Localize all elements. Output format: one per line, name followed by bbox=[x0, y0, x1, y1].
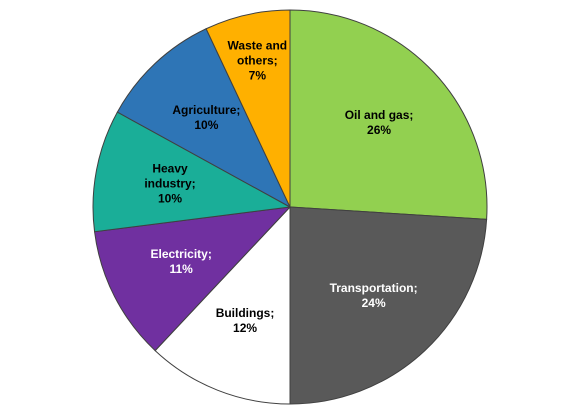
slice-label: Buildings; 12% bbox=[200, 306, 290, 336]
category-label: Heavy industry; bbox=[144, 161, 196, 191]
slice-label: Heavy industry; 10% bbox=[125, 162, 215, 207]
pie-slice bbox=[116, 28, 292, 209]
value-label: 7% bbox=[248, 68, 266, 83]
category-label: Electricity; bbox=[150, 247, 212, 262]
pie-slice bbox=[205, 9, 291, 208]
pie-slice bbox=[92, 111, 292, 233]
slice-label: Oil and gas; 26% bbox=[334, 108, 424, 138]
value-label: 24% bbox=[361, 296, 386, 311]
pie-slice bbox=[289, 9, 488, 220]
slice-label: Waste and others; 7% bbox=[222, 38, 292, 83]
value-label: 26% bbox=[367, 123, 392, 138]
category-label: Waste and others; bbox=[227, 38, 288, 68]
slice-label: Agriculture; 10% bbox=[161, 103, 251, 133]
pie-slice bbox=[289, 206, 488, 405]
category-label: Agriculture; bbox=[172, 102, 241, 117]
value-label: 10% bbox=[158, 191, 183, 206]
value-label: 12% bbox=[233, 320, 258, 335]
category-label: Oil and gas; bbox=[344, 108, 414, 123]
value-label: 11% bbox=[169, 262, 193, 277]
pie-slice bbox=[154, 205, 291, 405]
category-label: Buildings; bbox=[215, 305, 275, 320]
category-label: Transportation; bbox=[329, 281, 418, 296]
pie-slice bbox=[93, 206, 292, 352]
value-label: 10% bbox=[194, 117, 219, 132]
slice-label: Transportation; 24% bbox=[329, 281, 419, 311]
slice-label: Electricity; 11% bbox=[136, 247, 226, 277]
